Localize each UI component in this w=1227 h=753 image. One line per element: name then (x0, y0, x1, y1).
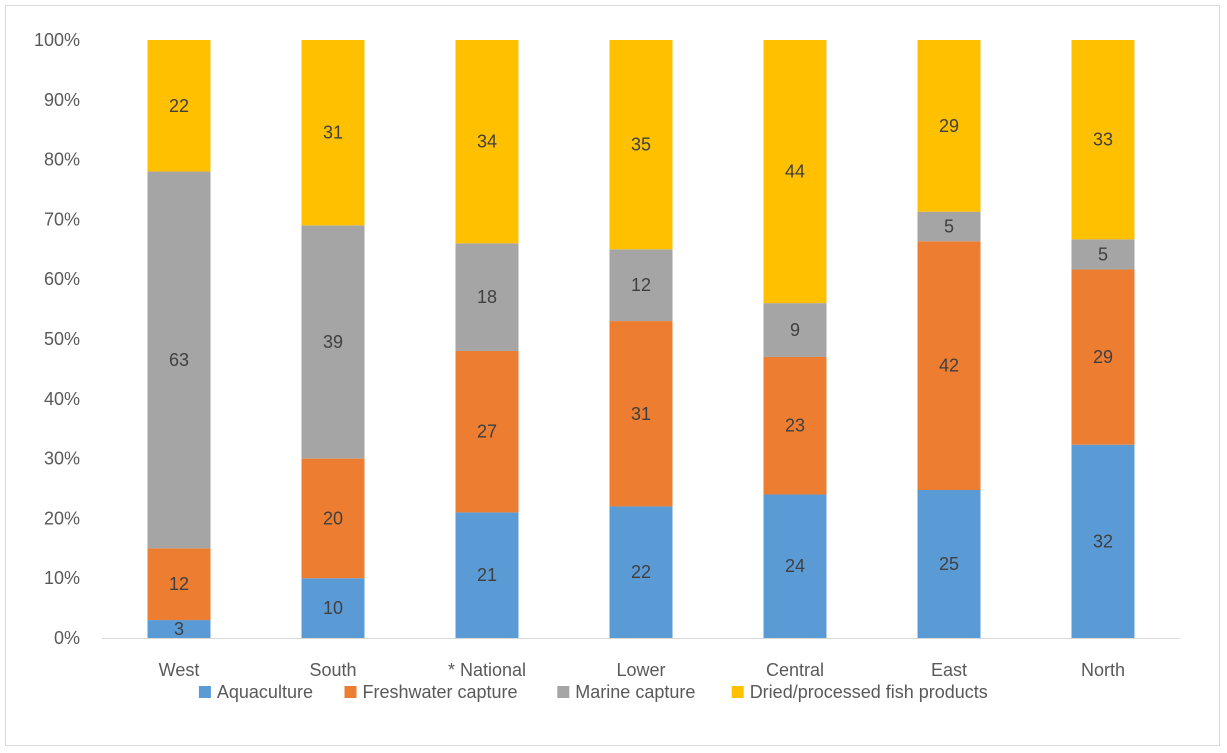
bar-segment-dried-processed-fish-products (609, 40, 673, 250)
data-label: 24 (785, 556, 805, 576)
legend-swatch (198, 686, 211, 698)
bar-segment-freshwater-capture (609, 321, 673, 507)
x-category-label: Lower (616, 660, 665, 680)
legend-swatch (731, 686, 744, 698)
data-label: 29 (1093, 347, 1113, 367)
data-label: 32 (1093, 531, 1113, 551)
bar-segment-marine-capture (455, 243, 519, 351)
data-label: 22 (169, 96, 189, 116)
bar-segment-dried-processed-fish-products (147, 40, 211, 172)
y-tick-label: 70% (44, 209, 80, 229)
data-label: 5 (944, 217, 954, 237)
bar-segment-marine-capture (1071, 239, 1135, 270)
bar-segment-freshwater-capture (147, 548, 211, 621)
bar-segment-aquaculture (1071, 444, 1135, 638)
bar-segment-dried-processed-fish-products (1071, 40, 1135, 240)
bar-segment-freshwater-capture (455, 350, 519, 513)
legend-label: Aquaculture (217, 682, 313, 702)
data-label: 27 (477, 422, 497, 442)
x-category-label: North (1081, 660, 1125, 680)
data-label: 20 (323, 508, 343, 528)
data-label: 12 (631, 275, 651, 295)
bar-segment-freshwater-capture (917, 241, 981, 490)
bar-segment-freshwater-capture (763, 356, 827, 495)
data-label: 12 (169, 574, 189, 594)
data-label: 10 (323, 598, 343, 618)
data-label: 23 (785, 416, 805, 436)
y-tick-label: 80% (44, 150, 80, 170)
y-tick-label: 20% (44, 508, 80, 528)
data-label: 63 (169, 350, 189, 370)
data-label: 34 (477, 132, 497, 152)
data-label: 39 (323, 332, 343, 352)
data-label: 29 (939, 116, 959, 136)
legend-item[interactable]: Dried/processed fish products (731, 682, 988, 702)
legend-item[interactable]: Freshwater capture (344, 682, 518, 702)
bar-segment-dried-processed-fish-products (763, 40, 827, 304)
x-category-label: West (159, 660, 200, 680)
data-label: 35 (631, 135, 651, 155)
y-tick-label: 90% (44, 90, 80, 110)
bar-segment-aquaculture (147, 620, 211, 638)
bar-segment-dried-processed-fish-products (301, 40, 365, 226)
data-label: 44 (785, 162, 805, 182)
data-label: 42 (939, 356, 959, 376)
y-tick-label: 40% (44, 389, 80, 409)
x-category-label: * National (448, 660, 526, 680)
data-label: 22 (631, 562, 651, 582)
legend-swatch (344, 686, 357, 698)
bar-segment-aquaculture (917, 489, 981, 638)
bar-segment-aquaculture (301, 578, 365, 638)
data-label: 3 (174, 619, 184, 639)
y-tick-label: 60% (44, 269, 80, 289)
data-label: 31 (631, 404, 651, 424)
legend-swatch (557, 686, 570, 698)
bar-segment-marine-capture (763, 303, 827, 357)
y-tick-label: 100% (34, 30, 80, 50)
bar-segment-marine-capture (917, 211, 981, 242)
bar-segment-aquaculture (455, 512, 519, 638)
x-category-label: South (309, 660, 356, 680)
x-category-label: East (931, 660, 967, 680)
y-tick-label: 50% (44, 329, 80, 349)
legend-item[interactable]: Aquaculture (198, 682, 313, 702)
bar-segment-freshwater-capture (1071, 269, 1135, 445)
x-category-label: Central (766, 660, 824, 680)
legend-item[interactable]: Marine capture (557, 682, 695, 702)
bar-segment-aquaculture (763, 494, 827, 638)
bar-segment-dried-processed-fish-products (455, 40, 519, 244)
bar-segment-marine-capture (609, 249, 673, 322)
bar-segment-marine-capture (301, 225, 365, 459)
data-label: 31 (323, 123, 343, 143)
bar-segment-dried-processed-fish-products (917, 40, 981, 212)
data-label: 25 (939, 554, 959, 574)
y-tick-label: 30% (44, 449, 80, 469)
data-label: 5 (1098, 244, 1108, 264)
legend-label: Marine capture (575, 682, 695, 702)
y-tick-label: 0% (54, 628, 80, 648)
legend-label: Freshwater capture (363, 682, 518, 702)
y-tick-label: 10% (44, 568, 80, 588)
data-label: 21 (477, 565, 497, 585)
data-label: 33 (1093, 130, 1113, 150)
data-label: 9 (790, 320, 800, 340)
bar-segment-aquaculture (609, 506, 673, 638)
bar-segment-marine-capture (147, 171, 211, 549)
data-label: 18 (477, 287, 497, 307)
bar-segment-freshwater-capture (301, 458, 365, 579)
legend-label: Dried/processed fish products (750, 682, 988, 702)
